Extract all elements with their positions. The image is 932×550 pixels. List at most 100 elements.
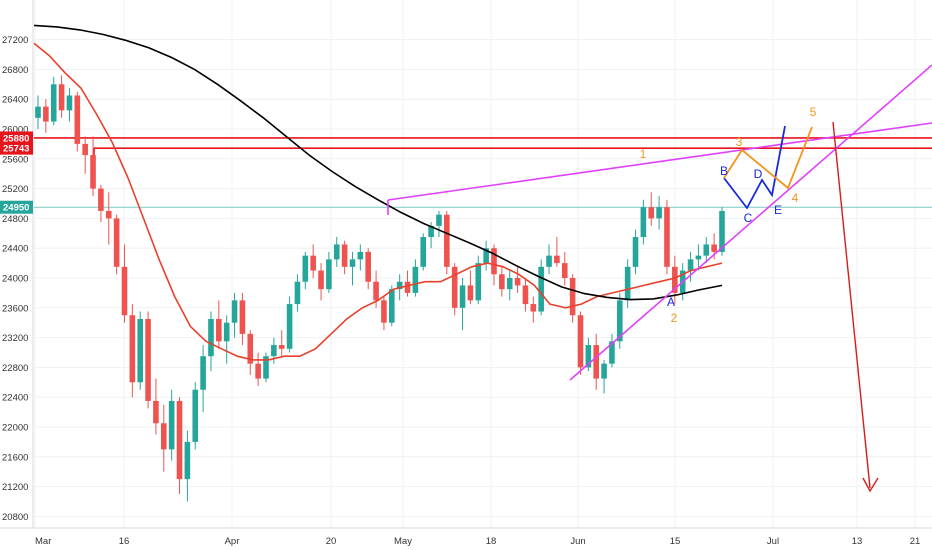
price-tick-label: 22000 xyxy=(2,423,28,434)
candle xyxy=(412,259,419,297)
candle xyxy=(223,315,230,364)
candle xyxy=(475,255,482,305)
candle xyxy=(137,311,144,390)
price-tick-label: 27200 xyxy=(2,35,28,46)
candle xyxy=(286,296,293,353)
price-tick-label: 24800 xyxy=(2,214,28,225)
candle xyxy=(656,196,662,230)
candle-body xyxy=(216,318,222,342)
candle-body xyxy=(530,304,537,312)
candle xyxy=(294,274,301,312)
candle-body xyxy=(200,356,206,390)
candle-body xyxy=(420,237,427,267)
candle-body xyxy=(538,266,544,312)
candle-body xyxy=(176,400,183,480)
candle-body xyxy=(569,278,576,316)
candle-body xyxy=(341,244,348,267)
wave-label-orange: 5 xyxy=(810,105,817,119)
candle-body xyxy=(491,248,497,275)
candle-body xyxy=(121,266,128,316)
candle-body xyxy=(333,244,340,260)
wave-label-blue: D xyxy=(754,167,763,181)
candle-body xyxy=(184,441,191,480)
price-axis[interactable]: 2040020800212002160022000224002280023200… xyxy=(0,0,34,550)
candle-body xyxy=(514,278,521,286)
candle-body xyxy=(703,244,710,256)
candle xyxy=(160,404,167,472)
candle-body xyxy=(577,315,584,368)
candle xyxy=(145,311,151,409)
wave-label-orange: 2 xyxy=(671,311,678,325)
candle xyxy=(467,270,474,305)
candle-body xyxy=(74,95,81,144)
wave-label-blue: E xyxy=(774,203,782,217)
candle xyxy=(687,251,694,282)
price-tick-label: 26000 xyxy=(2,125,28,136)
candle-body xyxy=(593,345,600,379)
price-tick-label: 23200 xyxy=(2,333,28,344)
wave-label-orange: 3 xyxy=(736,135,743,149)
candle xyxy=(58,75,65,118)
projected-path-orange xyxy=(723,126,813,190)
candle xyxy=(514,266,521,293)
candle xyxy=(50,76,57,126)
candle-body xyxy=(365,251,372,282)
candle-body xyxy=(82,143,88,156)
candle xyxy=(451,263,458,316)
candle-body xyxy=(656,207,662,219)
candle xyxy=(113,214,120,275)
price-tick-label: 24000 xyxy=(2,274,28,285)
candle xyxy=(420,233,427,271)
candle-body xyxy=(561,263,568,278)
candle-body xyxy=(522,285,529,305)
candle xyxy=(522,278,529,312)
candle-body xyxy=(601,363,607,379)
candle-body xyxy=(687,259,694,271)
candle xyxy=(82,136,88,174)
candle-body xyxy=(616,300,623,342)
candle xyxy=(310,244,316,278)
price-tick-label: 20800 xyxy=(2,512,28,523)
candle-body xyxy=(459,285,466,308)
candle-body xyxy=(255,363,261,379)
candle xyxy=(176,397,183,495)
wave-labels: A B C D E 1 2 3 4 5 xyxy=(640,105,817,325)
projection-arrow-head xyxy=(862,477,879,493)
candle-body xyxy=(98,188,104,211)
candle-body xyxy=(326,259,332,290)
candle xyxy=(278,330,285,357)
candle-body xyxy=(145,318,151,401)
candle xyxy=(90,136,96,197)
price-tick-label: 22400 xyxy=(2,393,28,404)
time-tick-label: 18 xyxy=(486,536,497,547)
candle xyxy=(640,199,647,245)
candle-body xyxy=(35,106,41,118)
wave-label-orange: 1 xyxy=(640,147,647,161)
moving-average-lines xyxy=(33,24,723,361)
projection-arrow-line xyxy=(832,121,871,489)
candle xyxy=(341,240,348,275)
candle xyxy=(585,337,592,372)
candle-body xyxy=(632,237,639,267)
candle-body xyxy=(546,255,552,267)
candle xyxy=(326,251,332,293)
candle xyxy=(216,300,222,349)
candle xyxy=(43,99,49,133)
candle xyxy=(231,292,238,338)
candle xyxy=(483,240,489,271)
time-tick-label: Apr xyxy=(225,536,240,547)
candle-body xyxy=(451,266,458,308)
candle xyxy=(302,251,309,290)
chart-grid xyxy=(34,0,932,547)
candle-body xyxy=(428,225,434,238)
time-axis[interactable]: Mar 16 Apr 20 May 18 Jun 15 Jul 13 21 xyxy=(0,527,932,550)
candle xyxy=(184,430,191,502)
candle-body xyxy=(43,106,49,122)
moving-average-slow-line xyxy=(33,24,723,301)
candle-body xyxy=(294,281,301,305)
price-axis-background xyxy=(0,0,33,528)
candle xyxy=(365,248,372,290)
